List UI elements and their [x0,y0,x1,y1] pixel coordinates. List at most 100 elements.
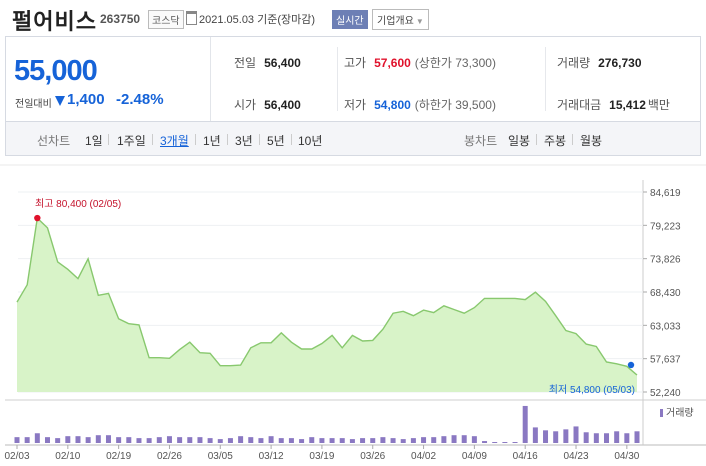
low-cell: 저가 54,800 (하한가 39,500) [344,96,496,113]
tab-1w[interactable]: 1주일 [117,134,146,148]
change-label: 전일대비 [15,99,52,110]
open-label: 시가 [234,98,257,112]
volume-value: 276,730 [598,56,642,70]
low-value: 54,800 [374,98,411,112]
prev-close-cell: 전일 56,400 [234,54,301,71]
x-tick-label: 04/09 [462,451,487,462]
volume-bar [227,438,233,443]
tab-weekly[interactable]: 주봉 [544,134,567,148]
candle-chart-label: 봉차트 [464,134,498,148]
lower-limit: (하한가 39,500) [414,98,496,112]
volume-bar [319,438,325,443]
x-tick-label: 02/26 [157,451,182,462]
volume-bar [105,435,111,443]
x-tick-label: 02/03 [4,451,29,462]
x-tick-label: 03/12 [259,451,284,462]
high-value: 57,600 [374,56,411,70]
tab-3y[interactable]: 3년 [235,134,253,148]
volume-bar [136,438,142,443]
volume-bar [166,436,172,443]
tab-10y[interactable]: 10년 [298,134,323,148]
max-annotation: 최고 80,400 (02/05) [35,198,121,210]
volume-bar [421,437,427,443]
x-tick-label: 04/16 [513,451,538,462]
line-chart-label: 선차트 [37,134,71,148]
tab-daily[interactable]: 일봉 [508,134,531,148]
volume-bar [116,437,122,443]
x-tick-label: 02/19 [106,451,131,462]
y-tick-label: 57,637 [650,355,681,366]
y-tick-label: 63,033 [650,321,681,332]
high-label: 고가 [344,56,367,70]
tab-1d[interactable]: 1일 [85,134,103,148]
volume-bar [400,439,406,443]
volume-bar [309,437,315,443]
volume-cell: 거래량 276,730 [557,54,642,71]
quote-box: 55,000 전일대비 1,400 -2.48% 전일 56,400 시가 56,4… [5,36,701,122]
down-triangle-icon [55,96,65,106]
volume-bar [14,437,20,443]
volume-bar [217,439,223,443]
prev-close-value: 56,400 [264,56,301,70]
price-area [17,218,637,392]
volume-bar [349,439,355,443]
volume-bar [65,436,71,443]
x-tick-label: 03/05 [208,451,233,462]
volume-legend-label: 거래량 [666,407,694,419]
tab-monthly[interactable]: 월봉 [580,134,603,148]
divider [545,47,546,111]
volume-bar [604,433,610,443]
volume-bar [34,433,40,443]
chart-tabs: 선차트 1일 1주일 3개월 1년 3년 5년 10년 봉차트 일봉 주봉 월봉 [5,122,701,156]
volume-bar [187,437,193,443]
volume-bar [431,437,437,443]
company-info-dropdown[interactable]: 기업개요 ▼ [372,9,429,30]
prev-close-label: 전일 [234,56,257,70]
volume-bar [238,436,244,443]
volume-bar [482,441,488,443]
market-badge: 코스닥 [148,10,184,29]
amount-cell: 거래대금 15,412 백만 [557,96,670,113]
volume-bar [614,431,620,443]
tab-1y[interactable]: 1년 [203,134,221,148]
volume-bar [543,430,549,443]
realtime-button[interactable]: 실시간 [332,10,368,29]
volume-bar [380,437,386,443]
volume-bar [339,438,345,443]
volume-bar [390,438,396,443]
price-change: 1,400 [67,91,105,108]
y-tick-label: 73,826 [650,255,681,266]
x-tick-label: 02/10 [55,451,80,462]
high-cell: 고가 57,600 (상한가 73,300) [344,54,496,71]
tab-5y[interactable]: 5년 [267,134,285,148]
volume-bar [288,438,294,443]
volume-bar [512,442,518,443]
volume-bar [95,435,101,443]
volume-bar [75,436,81,443]
x-tick-label: 04/23 [564,451,589,462]
amount-label: 거래대금 [557,98,602,112]
x-tick-label: 03/26 [360,451,385,462]
volume-bar [85,437,91,443]
x-tick-label: 04/30 [614,451,639,462]
open-cell: 시가 56,400 [234,96,301,113]
volume-legend-swatch [660,409,663,417]
y-tick-label: 79,223 [650,221,681,232]
volume-bar [532,427,538,443]
volume-bar [461,435,467,443]
tab-3m[interactable]: 3개월 [160,134,189,148]
volume-bar [197,437,203,443]
y-tick-label: 52,240 [650,388,681,399]
divider [337,47,338,111]
chevron-down-icon: ▼ [415,17,424,26]
volume-bar [451,435,457,443]
volume-bar [441,436,447,443]
stock-code: 263750 [100,12,141,26]
volume-bar [502,442,508,443]
stock-name: 펄어비스 [12,9,97,34]
volume-bar [360,438,366,443]
x-tick-label: 03/19 [309,451,334,462]
volume-bar [146,438,152,443]
price-change-percent: -2.48% [116,91,164,108]
